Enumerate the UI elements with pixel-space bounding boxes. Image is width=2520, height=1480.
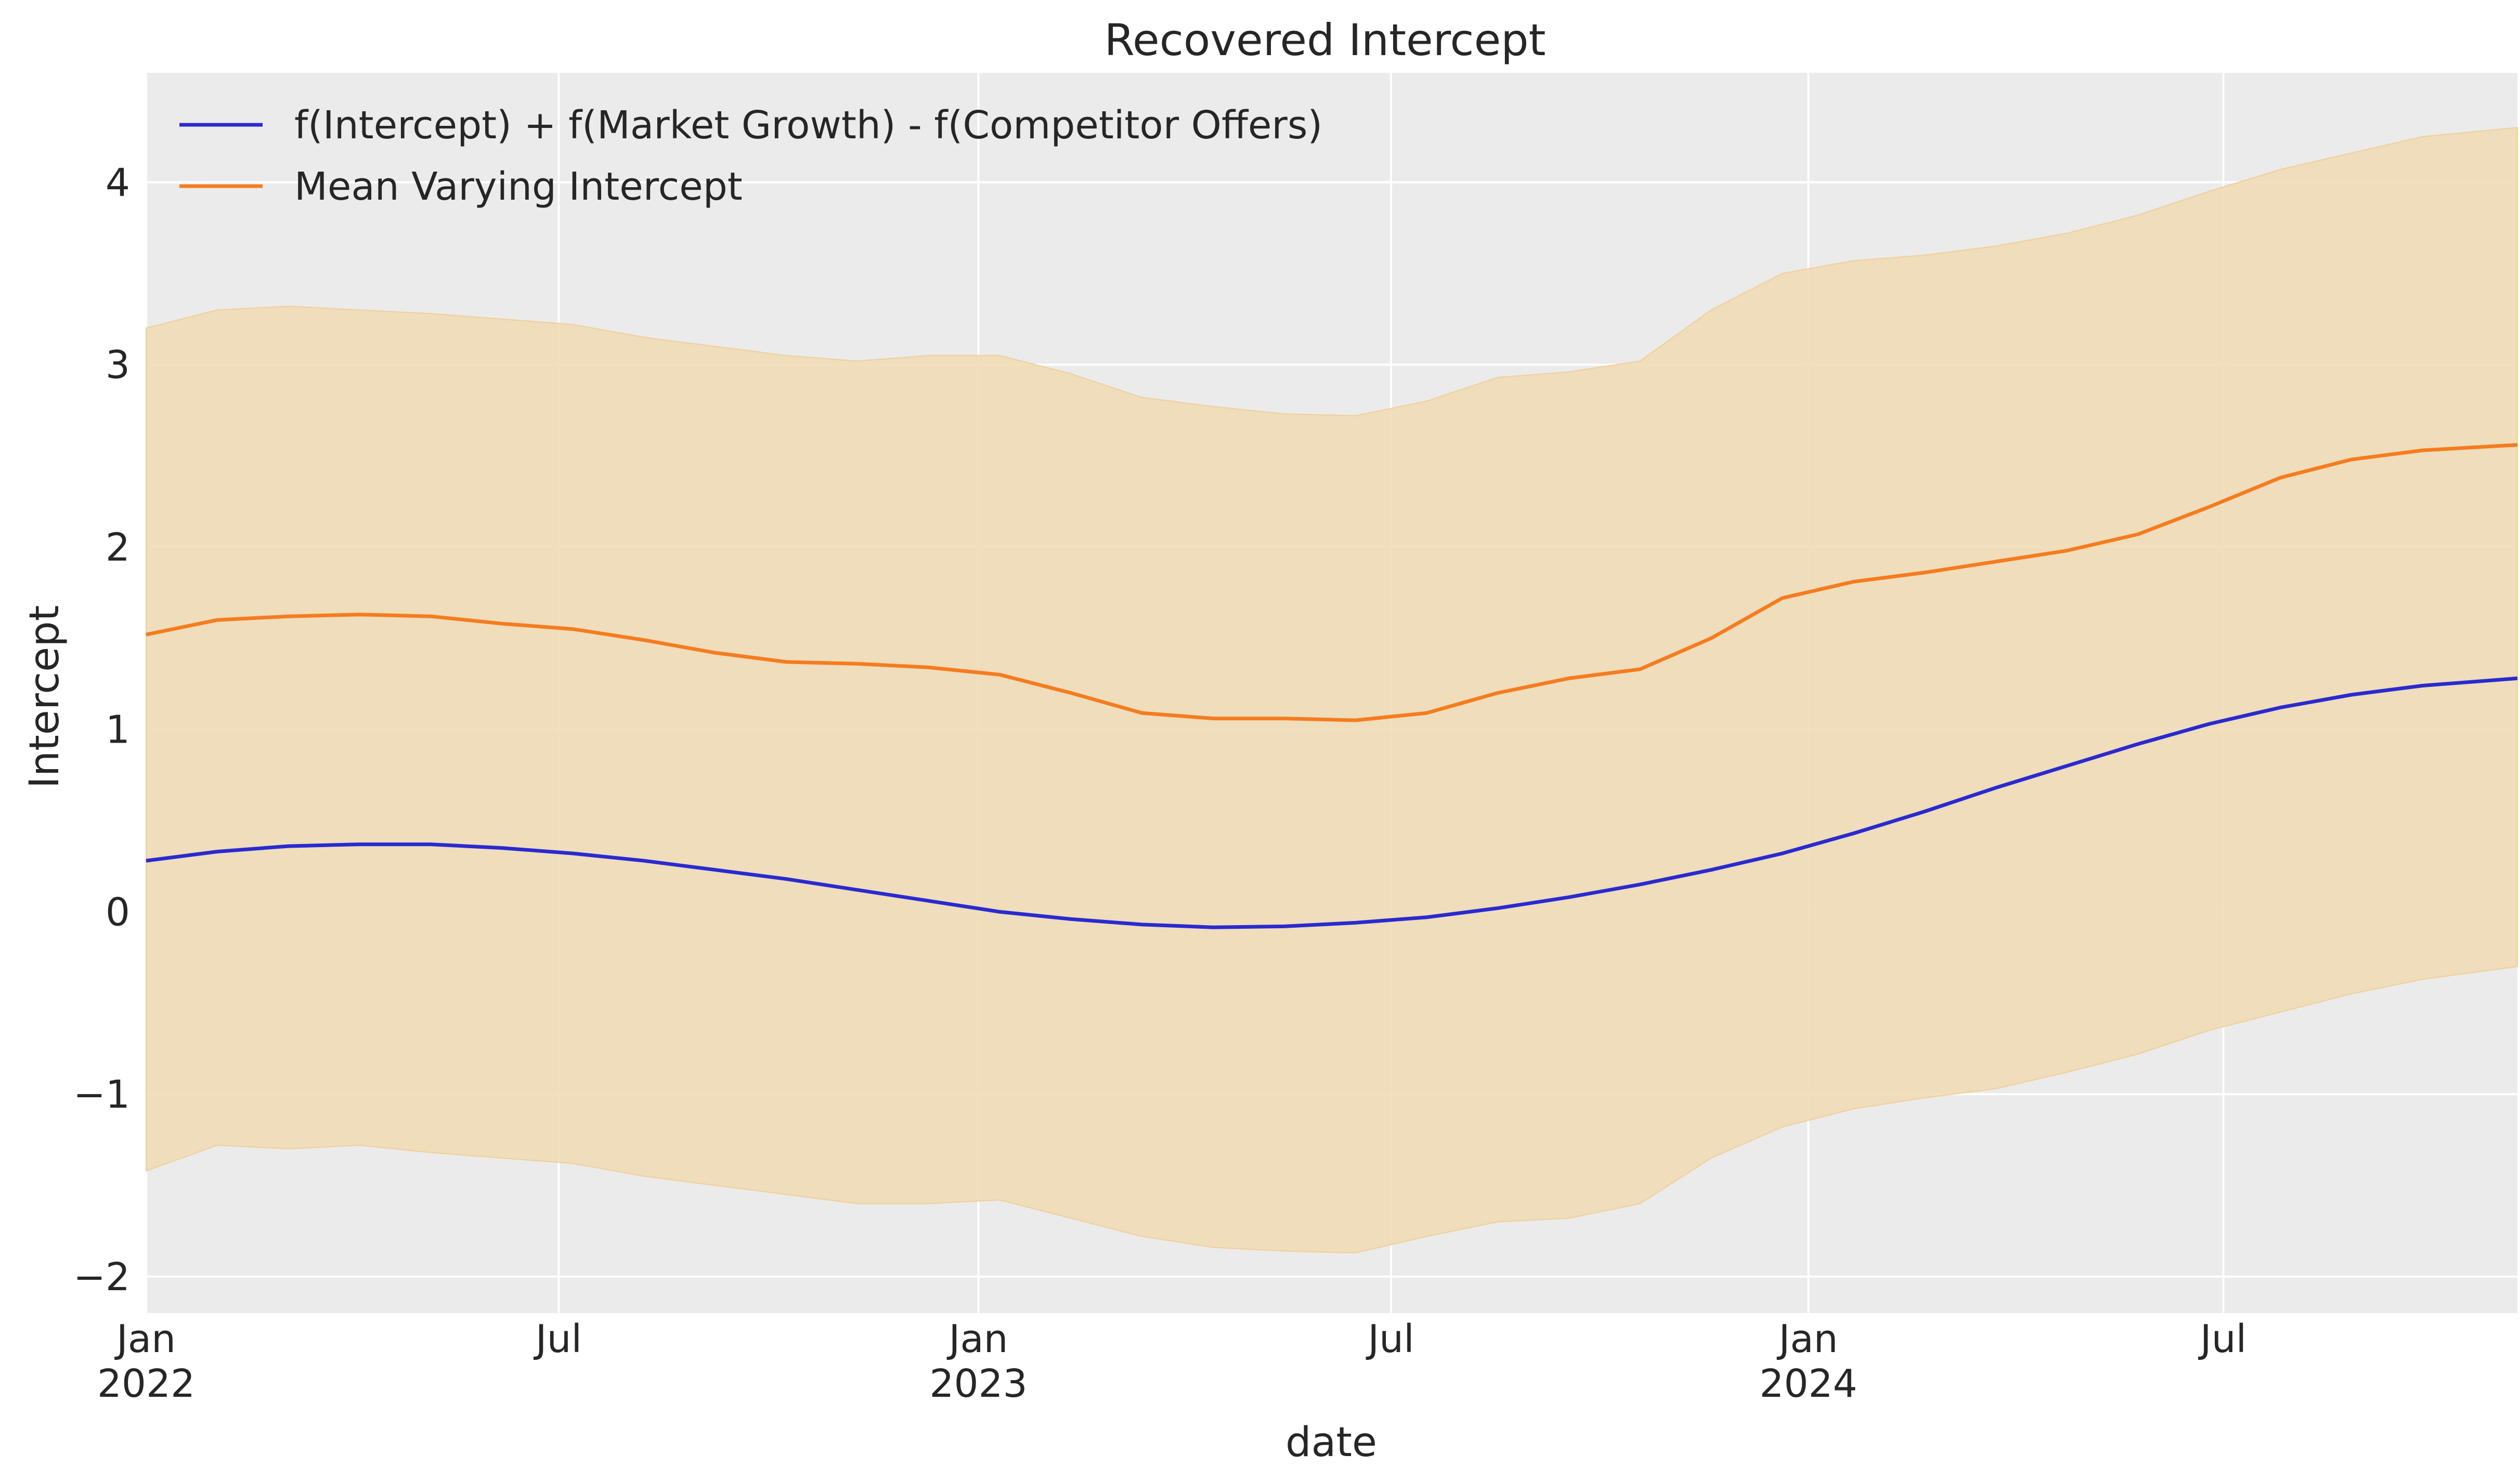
x-axis-label: date: [1285, 1419, 1377, 1466]
y-tick-label: −2: [73, 1255, 130, 1300]
x-tick-label: Jan: [1777, 1317, 1838, 1361]
credible-interval-band: [146, 127, 2518, 1254]
y-tick-label: 1: [106, 708, 130, 752]
y-tick-label: −1: [73, 1072, 130, 1117]
y-tick-label: 0: [106, 890, 130, 934]
legend: f(Intercept) + f(Market Growth) - f(Comp…: [179, 103, 1322, 209]
legend-label-mean: Mean Varying Intercept: [294, 164, 743, 209]
x-tick-label: Jul: [534, 1317, 582, 1361]
x-tick-year-label: 2024: [1759, 1361, 1857, 1406]
y-tick-label: 4: [106, 160, 130, 205]
x-tick-year-label: 2023: [929, 1361, 1027, 1406]
y-axis-label: Intercept: [21, 605, 68, 788]
y-axis-ticks: −2 −1 0 1 2 3 4: [73, 160, 130, 1299]
series-lines: [146, 443, 2518, 929]
x-tick-label: Jul: [2198, 1317, 2246, 1361]
y-tick-label: 3: [106, 343, 130, 387]
y-tick-label: 2: [106, 525, 130, 570]
x-tick-label: Jan: [947, 1317, 1008, 1361]
x-tick-label: Jul: [1366, 1317, 1414, 1361]
x-tick-label: Jan: [114, 1317, 176, 1361]
x-tick-year-label: 2022: [97, 1361, 195, 1406]
series-line-0: [146, 676, 2518, 929]
chart-title: Recovered Intercept: [1104, 15, 1545, 66]
series-line-1: [146, 443, 2518, 722]
legend-label-intercept: f(Intercept) + f(Market Growth) - f(Comp…: [294, 103, 1322, 148]
